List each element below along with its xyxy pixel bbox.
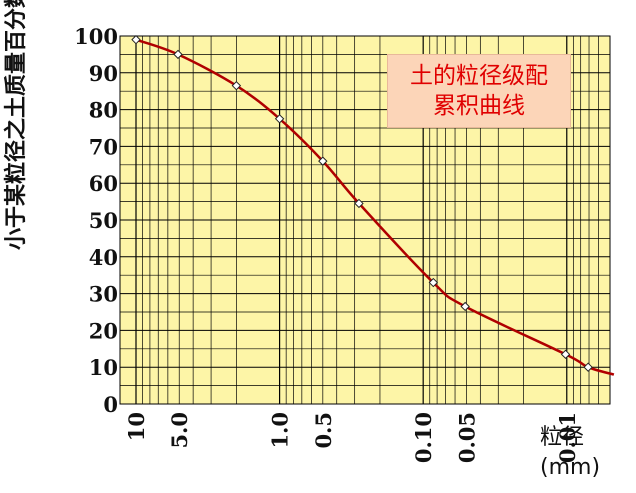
chart-title-line-1: 土的粒径级配	[410, 63, 548, 89]
y-tick-label: 90	[89, 61, 118, 86]
y-tick-label: 30	[89, 282, 118, 307]
x-axis-unit: (mm)	[540, 455, 601, 480]
chart-title-box: 土的粒径级配 累积曲线	[387, 54, 571, 128]
x-tick-label: 0.5	[311, 412, 336, 449]
grid-lines	[120, 36, 611, 404]
data-points	[131, 34, 593, 372]
data-point-marker	[274, 114, 285, 124]
x-axis-label-wrap: 粒径 (mm)	[540, 423, 620, 483]
y-tick-label: 40	[89, 245, 118, 270]
data-point-marker	[560, 349, 571, 360]
data-point-marker	[231, 80, 242, 91]
chart-title-line-2: 累积曲线	[433, 93, 525, 119]
x-tick-label: 0.01	[555, 412, 580, 463]
y-tick-label: 10	[89, 355, 118, 380]
y-tick-label: 60	[89, 171, 118, 196]
data-point-marker	[583, 362, 593, 372]
x-tick-label: 0.05	[454, 412, 479, 463]
x-tick-label: 1.0	[268, 412, 293, 449]
grading-curve-line	[135, 38, 615, 376]
y-tick-label: 20	[89, 318, 118, 343]
data-point-marker	[428, 277, 439, 288]
y-tick-label: 50	[89, 208, 118, 233]
data-point-marker	[173, 49, 183, 60]
y-tick-label: 0	[103, 392, 118, 417]
x-tick-labels: 10 5.0 1.0 0.5 0.10 0.05 0.01	[124, 412, 580, 463]
y-tick-label: 100	[74, 24, 118, 49]
y-tick-label: 70	[89, 134, 118, 159]
data-point-marker	[460, 301, 470, 312]
y-axis-label: 小于某粒径之土质量百分数 P（%）	[4, 0, 29, 250]
x-axis-label: 粒径	[540, 425, 585, 450]
y-tick-labels: 0 10 20 30 40 50 60 70 80 90 100	[74, 24, 118, 417]
x-tick-label: 0.10	[411, 412, 436, 463]
data-point-marker	[318, 156, 328, 166]
x-tick-label: 5.0	[167, 412, 192, 449]
data-point-marker	[354, 198, 364, 209]
x-tick-label: 10	[124, 412, 149, 441]
data-point-marker	[131, 34, 141, 45]
y-tick-label: 80	[89, 98, 118, 123]
